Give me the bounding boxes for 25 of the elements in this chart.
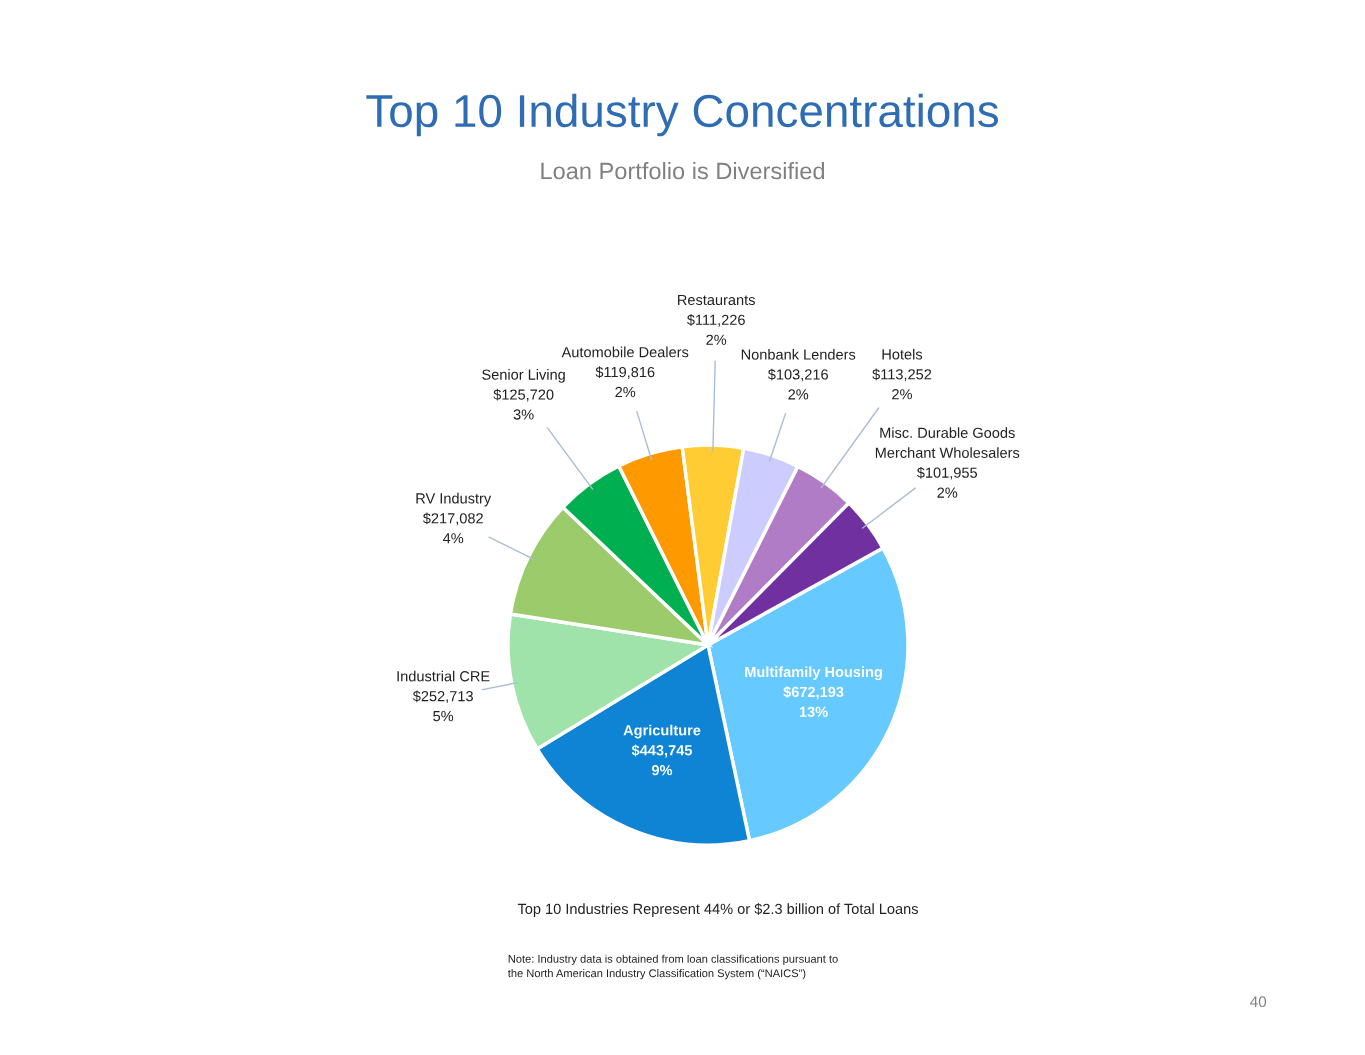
slice-label: Senior Living [482, 369, 565, 383]
slice-label: Multifamily Housing [745, 666, 882, 681]
data-label: $103,216 2% [767, 368, 828, 400]
data-label: $217,082 4% [422, 512, 483, 544]
text: Note: Industry data is obtained from loan classifications pursuant to the North American Industry Classification System (“NAICS”) [507, 954, 838, 980]
slice-label: Industrial CRE [397, 670, 490, 682]
data-label: $119,816 2% [595, 366, 655, 398]
chart-title: Top 10 Industry Concentrations [366, 93, 999, 137]
slice-label: Hotels [882, 348, 923, 360]
data-label: $101,955 2% [916, 466, 978, 498]
slice-label: Nonbank Lenders [741, 348, 856, 360]
slice-label: Misc. Durable Goods Merchant Wholesalers [875, 427, 1020, 458]
data-label: $443,745 9% [631, 744, 693, 776]
data-label: $113,252 2% [872, 368, 932, 400]
data-label: $125,720 3% [493, 388, 554, 420]
data-label: $672,193 13% [783, 686, 844, 718]
text: Top 10 Industries Represent 44% or $2.3 billion of Total Loans [517, 903, 918, 917]
slice-label: Agriculture [623, 724, 701, 739]
slice-label: Automobile Dealers [561, 346, 689, 358]
slice-label: Restaurants [678, 294, 755, 306]
chart-subtitle: Loan Portfolio is Diversified [541, 162, 825, 180]
text: 40 [1250, 996, 1267, 1008]
data-label: $252,713 5% [412, 690, 473, 722]
data-label: $111,226 2% [686, 314, 745, 345]
slice-label: RV Industry [416, 492, 492, 507]
